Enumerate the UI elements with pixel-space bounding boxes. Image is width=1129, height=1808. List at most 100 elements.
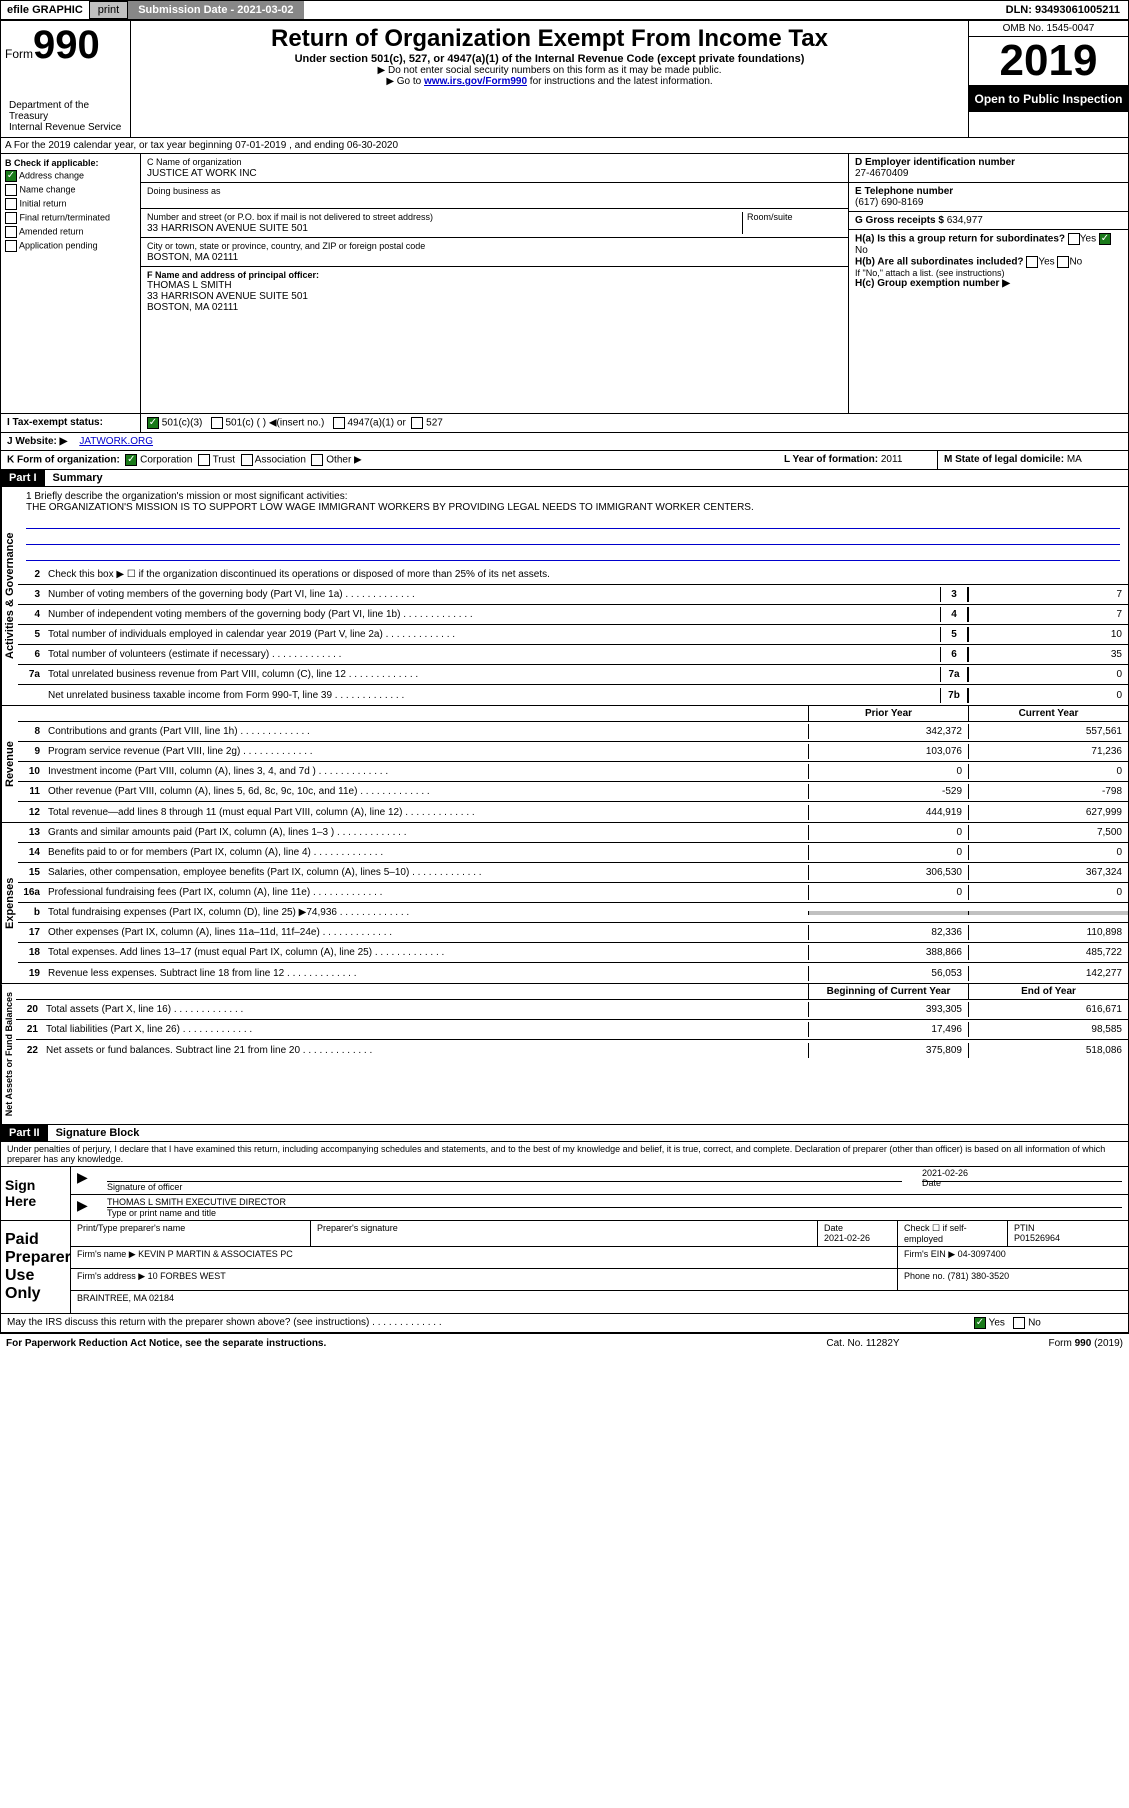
application-pending-checkbox[interactable]: Application pending (5, 240, 136, 252)
firm-phone: (781) 380-3520 (948, 1271, 1010, 1281)
part-i-badge: Part I (1, 470, 45, 486)
city-state-zip: BOSTON, MA 02111 (147, 252, 238, 263)
omb-number: OMB No. 1545-0047 (969, 21, 1128, 37)
phone-value: (617) 690-8169 (855, 197, 923, 208)
initial-return-checkbox[interactable]: Initial return (5, 198, 136, 210)
website-link[interactable]: JATWORK.ORG (79, 436, 153, 447)
assoc-checkbox[interactable] (241, 454, 253, 466)
table-row: bTotal fundraising expenses (Part IX, co… (18, 903, 1128, 923)
table-row: 5Total number of individuals employed in… (18, 625, 1128, 645)
goto-note: ▶ Go to www.irs.gov/Form990 for instruct… (135, 76, 964, 87)
address-change-checkbox[interactable]: Address change (5, 170, 136, 182)
table-row: 14Benefits paid to or for members (Part … (18, 843, 1128, 863)
table-row: Net unrelated business taxable income fr… (18, 685, 1128, 705)
ein-value: 27-4670409 (855, 168, 908, 179)
table-row: 6Total number of volunteers (estimate if… (18, 645, 1128, 665)
table-row: 18Total expenses. Add lines 13–17 (must … (18, 943, 1128, 963)
activities-label: Activities & Governance (1, 487, 18, 705)
ptin-value: P01526964 (1014, 1233, 1060, 1243)
tax-year: 2019 (969, 37, 1128, 86)
firm-addr2: BRAINTREE, MA 02184 (77, 1293, 174, 1311)
discuss-row: May the IRS discuss this return with the… (1, 1314, 1128, 1333)
officer-name: THOMAS L SMITH (147, 280, 842, 291)
table-row: 21Total liabilities (Part X, line 26)17,… (16, 1020, 1128, 1040)
cat-number: Cat. No. 11282Y (763, 1338, 963, 1349)
name-change-checkbox[interactable]: Name change (5, 184, 136, 196)
table-row: 15Salaries, other compensation, employee… (18, 863, 1128, 883)
expenses-section: Expenses 13Grants and similar amounts pa… (1, 823, 1128, 984)
firm-addr1: 10 FORBES WEST (148, 1271, 226, 1281)
expenses-label: Expenses (1, 823, 18, 983)
revenue-section: Revenue Prior Year Current Year 8Contrib… (1, 706, 1128, 823)
final-return-checkbox[interactable]: Final return/terminated (5, 212, 136, 224)
gross-receipts: 634,977 (947, 215, 983, 226)
officer-name-title: THOMAS L SMITH EXECUTIVE DIRECTOR (107, 1197, 1122, 1207)
right-info-column: D Employer identification number 27-4670… (848, 154, 1128, 413)
form-number-cell: Form990 Department of the Treasury Inter… (1, 21, 131, 137)
firm-name: KEVIN P MARTIN & ASSOCIATES PC (138, 1249, 293, 1259)
firm-ein: 04-3097400 (958, 1249, 1006, 1259)
sign-date: 2021-02-26 (922, 1168, 1122, 1178)
form-subtitle: Under section 501(c), 527, or 4947(a)(1)… (135, 53, 964, 65)
sign-arrow-icon-2: ▶ (77, 1197, 107, 1218)
street-address: 33 HARRISON AVENUE SUITE 501 (147, 223, 308, 234)
net-assets-headers: Beginning of Current Year End of Year (16, 984, 1128, 1000)
preparer-date: 2021-02-26 (824, 1233, 870, 1243)
row-k-form-org: K Form of organization: Corporation Trus… (1, 451, 1128, 470)
amended-return-checkbox[interactable]: Amended return (5, 226, 136, 238)
row-a-tax-year: A For the 2019 calendar year, or tax yea… (1, 138, 1128, 154)
year-formation: 2011 (881, 454, 903, 465)
table-row: 19Revenue less expenses. Subtract line 1… (18, 963, 1128, 983)
perjury-text: Under penalties of perjury, I declare th… (1, 1142, 1128, 1167)
title-cell: Return of Organization Exempt From Incom… (131, 21, 968, 137)
table-row: 8Contributions and grants (Part VIII, li… (18, 722, 1128, 742)
org-details: C Name of organization JUSTICE AT WORK I… (141, 154, 848, 413)
ha-yes-checkbox[interactable] (1068, 233, 1080, 245)
table-row: 3Number of voting members of the governi… (18, 585, 1128, 605)
4947-checkbox[interactable] (333, 417, 345, 429)
part-ii-badge: Part II (1, 1125, 48, 1141)
row-j-website: J Website: ▶ JATWORK.ORG (1, 433, 1128, 451)
527-checkbox[interactable] (411, 417, 423, 429)
paid-preparer-label: Paid Preparer Use Only (1, 1221, 71, 1313)
form-title: Return of Organization Exempt From Incom… (135, 25, 964, 53)
mission-block: 1 Briefly describe the organization's mi… (18, 487, 1128, 565)
table-row: 22Net assets or fund balances. Subtract … (16, 1040, 1128, 1060)
corp-checkbox[interactable] (125, 454, 137, 466)
501c3-checkbox[interactable] (147, 417, 159, 429)
hb-yes-checkbox[interactable] (1026, 256, 1038, 268)
table-row: 17Other expenses (Part IX, column (A), l… (18, 923, 1128, 943)
table-row: 12Total revenue—add lines 8 through 11 (… (18, 802, 1128, 822)
discuss-yes-checkbox[interactable] (974, 1317, 986, 1329)
table-row: 9Program service revenue (Part VIII, lin… (18, 742, 1128, 762)
revenue-headers: Prior Year Current Year (18, 706, 1128, 722)
mission-text: THE ORGANIZATION'S MISSION IS TO SUPPORT… (26, 502, 1120, 513)
net-assets-section: Net Assets or Fund Balances Beginning of… (1, 984, 1128, 1125)
form-number-footer: Form 990 (2019) (963, 1338, 1123, 1349)
501c-checkbox[interactable] (211, 417, 223, 429)
trust-checkbox[interactable] (198, 454, 210, 466)
row-i-tax-status: I Tax-exempt status: 501(c)(3) 501(c) ( … (1, 414, 1128, 433)
table-row: 16aProfessional fundraising fees (Part I… (18, 883, 1128, 903)
sign-here-section: Sign Here ▶ Signature of officer 2021-02… (1, 1167, 1128, 1221)
right-header: OMB No. 1545-0047 2019 Open to Public In… (968, 21, 1128, 137)
print-button[interactable]: print (89, 1, 128, 19)
section-h: H(a) Is this a group return for subordin… (849, 230, 1128, 413)
revenue-label: Revenue (1, 706, 18, 822)
paid-preparer-section: Paid Preparer Use Only Print/Type prepar… (1, 1221, 1128, 1314)
ssn-note: ▶ Do not enter social security numbers o… (135, 65, 964, 76)
net-assets-label: Net Assets or Fund Balances (1, 984, 16, 1124)
table-row: 13Grants and similar amounts paid (Part … (18, 823, 1128, 843)
discuss-no-checkbox[interactable] (1013, 1317, 1025, 1329)
irs-link[interactable]: www.irs.gov/Form990 (424, 76, 527, 87)
state-domicile: MA (1067, 454, 1082, 465)
org-name: JUSTICE AT WORK INC (147, 168, 257, 179)
top-toolbar: efile GRAPHIC print Submission Date - 20… (0, 0, 1129, 20)
hb-no-checkbox[interactable] (1057, 256, 1069, 268)
table-row: 11Other revenue (Part VIII, column (A), … (18, 782, 1128, 802)
sign-here-label: Sign Here (1, 1167, 71, 1220)
checkbox-column: B Check if applicable: Address change Na… (1, 154, 141, 413)
efile-label: efile GRAPHIC (1, 2, 89, 18)
ha-no-checkbox[interactable] (1099, 233, 1111, 245)
other-checkbox[interactable] (311, 454, 323, 466)
